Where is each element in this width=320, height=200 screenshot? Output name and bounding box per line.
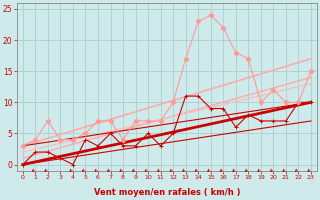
X-axis label: Vent moyen/en rafales ( km/h ): Vent moyen/en rafales ( km/h ) — [94, 188, 240, 197]
